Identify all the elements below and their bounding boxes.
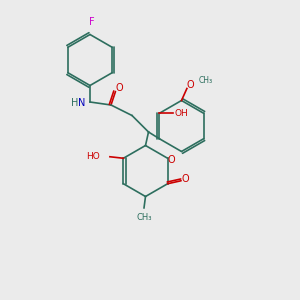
Text: CH₃: CH₃ xyxy=(136,213,152,222)
Text: O: O xyxy=(182,174,189,184)
Text: F: F xyxy=(89,17,94,27)
Text: N: N xyxy=(78,98,85,109)
Text: O: O xyxy=(187,80,194,90)
Text: O: O xyxy=(115,83,123,93)
Text: O: O xyxy=(167,155,175,165)
Text: OH: OH xyxy=(174,109,188,118)
Text: HO: HO xyxy=(87,152,100,161)
Text: H: H xyxy=(71,98,79,109)
Text: CH₃: CH₃ xyxy=(198,76,212,85)
